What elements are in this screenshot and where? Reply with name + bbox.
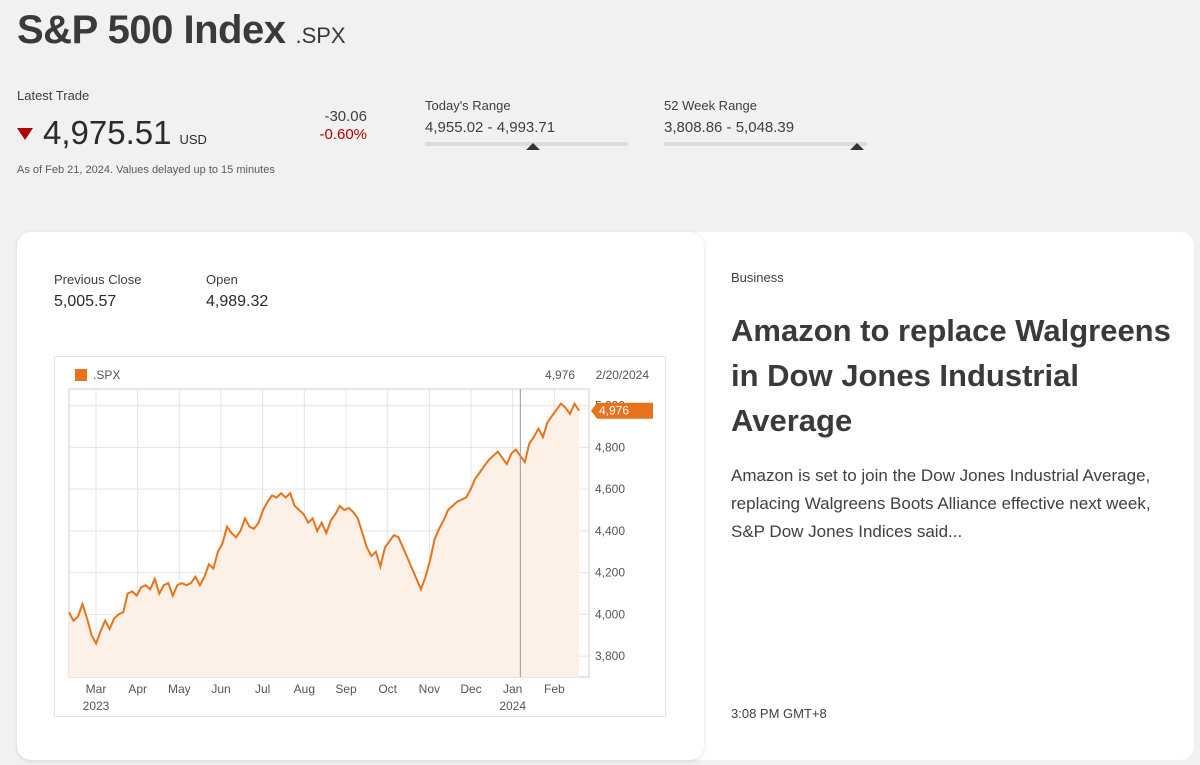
y-tick-label: 4,600 [595, 482, 625, 496]
todays-range: Today's Range 4,955.02 - 4,993.71 [425, 98, 628, 150]
price-chart[interactable]: 3,8004,0004,2004,4004,6004,8005,000Mar20… [54, 356, 666, 717]
crosshair-value: 4,976 [545, 368, 575, 382]
price-change: -30.06 -0.60% [300, 108, 367, 144]
x-tick-label: Feb [544, 682, 565, 696]
todays-range-bar [425, 142, 628, 150]
todays-range-value: 4,955.02 - 4,993.71 [425, 119, 556, 136]
open-stat: Open 4,989.32 [206, 272, 268, 311]
y-tick-label: 4,400 [595, 524, 625, 538]
news-summary: Amazon is set to join the Dow Jones Indu… [731, 466, 1151, 541]
week52-range-value: 3,808.86 - 5,048.39 [664, 119, 795, 136]
week52-range-label: 52 Week Range [664, 98, 757, 113]
page-title: S&P 500 Index [17, 8, 286, 52]
week52-range-marker-icon [849, 143, 864, 150]
series-line [68, 401, 580, 647]
latest-price: 4,975.51 [43, 114, 172, 151]
news-category[interactable]: Business [731, 270, 784, 285]
previous-close-stat: Previous Close 5,005.57 [54, 272, 141, 311]
page-header: S&P 500 Index .SPX [17, 8, 346, 53]
previous-close-value: 5,005.57 [54, 293, 117, 310]
y-tick-label: 4,200 [595, 566, 625, 580]
open-value: 4,989.32 [206, 293, 269, 310]
currency-label: USD [179, 132, 207, 147]
crosshair-date: 2/20/2024 [596, 368, 650, 382]
news-card[interactable]: Business Amazon to replace Walgreens in … [686, 232, 1194, 760]
series-area [69, 403, 579, 677]
x-tick-label: May [168, 682, 191, 696]
week52-range: 52 Week Range 3,808.86 - 5,048.39 [664, 98, 867, 150]
as-of-note: As of Feb 21, 2024. Values delayed up to… [17, 164, 275, 176]
change-percent: -0.60% [319, 126, 367, 143]
previous-close-label: Previous Close [54, 272, 142, 287]
y-tick-label: 4,000 [595, 607, 625, 621]
legend-label: .SPX [93, 368, 120, 382]
x-tick-label: Dec [460, 682, 481, 696]
last-value-tag [591, 402, 653, 419]
todays-range-marker-icon [525, 143, 540, 150]
last-value-label: 4,976 [599, 404, 629, 418]
x-tick-year-label: 2023 [83, 699, 110, 713]
y-tick-label: 4,800 [595, 440, 625, 454]
x-tick-label: Sep [335, 682, 357, 696]
change-absolute: -30.06 [324, 108, 367, 125]
todays-range-label: Today's Range [425, 98, 511, 113]
down-arrow-icon [17, 128, 33, 140]
price-chart-svg[interactable]: 3,8004,0004,2004,4004,6004,8005,000Mar20… [55, 357, 667, 718]
legend-swatch [75, 369, 87, 381]
latest-price-row: 4,975.51 USD [17, 114, 207, 152]
open-label: Open [206, 272, 238, 287]
x-tick-label: Jun [211, 682, 230, 696]
latest-trade-label: Latest Trade [17, 88, 90, 103]
quote-card: Previous Close 5,005.57 Open 4,989.32 3,… [17, 232, 704, 760]
x-tick-label: Aug [294, 682, 315, 696]
news-headline[interactable]: Amazon to replace Walgreens in Dow Jones… [731, 313, 1171, 438]
news-timestamp: 3:08 PM GMT+8 [731, 706, 827, 721]
week52-range-bar [664, 142, 867, 150]
x-tick-label: Oct [378, 682, 397, 696]
x-tick-label: Jul [255, 682, 270, 696]
ticker-symbol: .SPX [295, 23, 346, 48]
x-tick-label: Apr [128, 682, 147, 696]
x-tick-label: Nov [419, 682, 440, 696]
x-tick-label: Mar [86, 682, 107, 696]
x-tick-year-label: 2024 [499, 699, 526, 713]
y-tick-label: 3,800 [595, 649, 625, 663]
x-tick-label: Jan [503, 682, 522, 696]
